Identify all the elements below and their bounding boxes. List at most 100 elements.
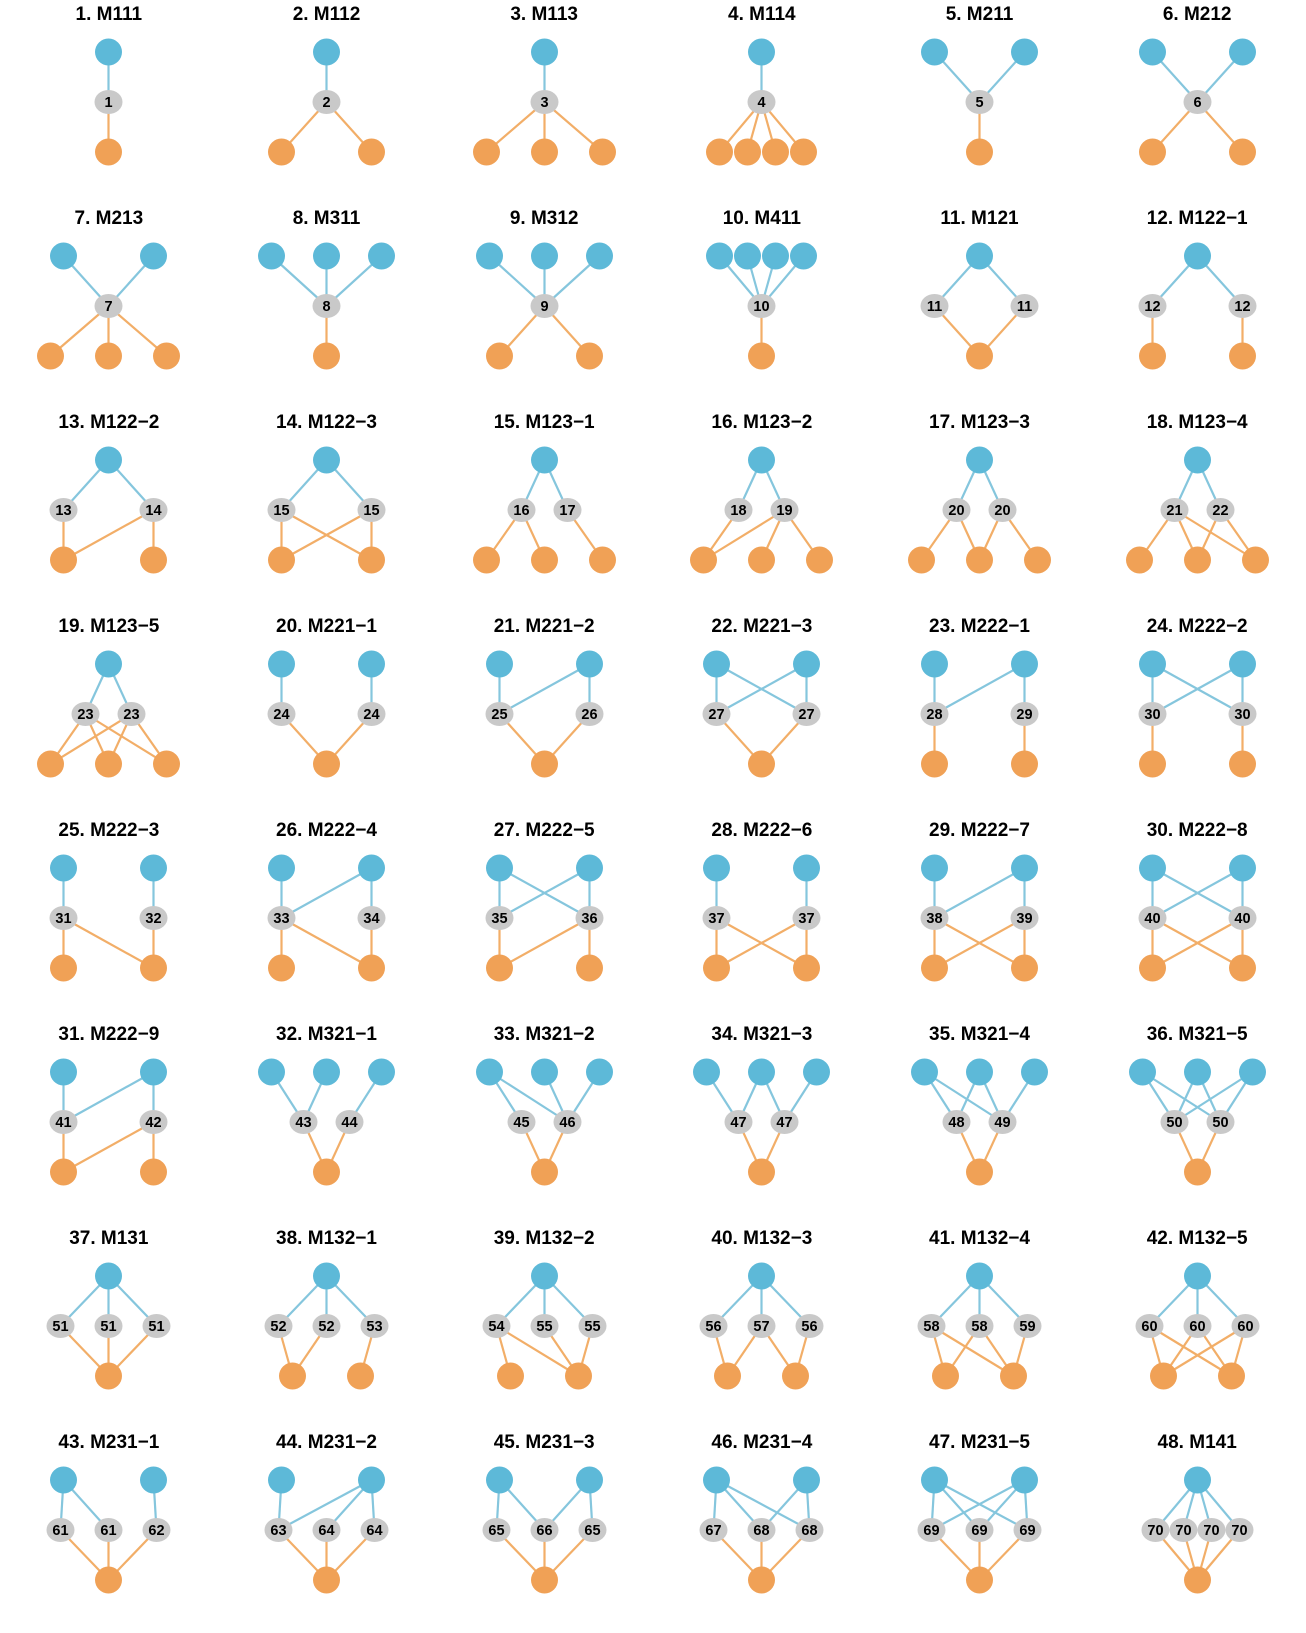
motif-panel: 27. M222−5 35 36 <box>435 816 653 1020</box>
motif-graph: 33 34 <box>267 854 386 982</box>
middle-node <box>1169 1518 1198 1542</box>
motif-panel: 26. M222−4 33 34 <box>218 816 436 1020</box>
middle-node-label: 36 <box>581 911 597 927</box>
middle-node-label: 64 <box>318 1523 334 1539</box>
top-node <box>803 1058 831 1086</box>
blue-edge <box>498 867 590 919</box>
bottom-node <box>530 750 558 778</box>
middle-node <box>1160 1110 1189 1134</box>
bottom-node <box>588 546 616 574</box>
bottom-node <box>793 954 821 982</box>
top-node <box>530 446 558 474</box>
bottom-node <box>1010 750 1038 778</box>
middle-node <box>1225 1518 1254 1542</box>
motif-title: 47. M231−5 <box>929 1432 1030 1453</box>
motif-title: 46. M231−4 <box>711 1432 813 1453</box>
motif-title: 20. M221−1 <box>276 616 377 637</box>
middle-node <box>770 1110 799 1134</box>
middle-node-label: 70 <box>1175 1523 1191 1539</box>
bottom-node <box>530 138 558 166</box>
middle-node <box>312 294 341 318</box>
middle-node-label: 17 <box>559 503 575 519</box>
middle-node <box>747 90 776 114</box>
motif-title: 3. M113 <box>510 4 578 25</box>
middle-node-label: 63 <box>270 1523 286 1539</box>
motif-panel: 22. M221−3 27 27 <box>653 612 871 816</box>
top-node <box>748 1058 776 1086</box>
motif-panel: 15. M123−1 16 17 <box>435 408 653 612</box>
motif-title: 7. M213 <box>74 208 144 229</box>
top-node <box>1010 1466 1038 1494</box>
top-node <box>920 1466 948 1494</box>
middle-node-label: 33 <box>273 911 289 927</box>
top-node <box>1228 38 1256 66</box>
bottom-node <box>965 138 993 166</box>
motif-graph: 69 69 69 <box>917 1466 1042 1594</box>
motif-graph: 12 12 <box>1138 242 1257 370</box>
top-node <box>575 854 603 882</box>
motif-panel: 47. M231−5 69 69 69 <box>871 1428 1089 1632</box>
motif-graph: 8 <box>257 242 395 370</box>
motif-graph: 43 44 <box>257 1058 395 1186</box>
motif-panel: 4. M114 4 <box>653 0 871 204</box>
middle-node-label: 20 <box>994 503 1010 519</box>
bottom-node <box>357 546 385 574</box>
middle-node-label: 24 <box>273 707 289 723</box>
bottom-node <box>920 954 948 982</box>
top-node <box>965 1262 993 1290</box>
motif-panel: 9. M312 9 <box>435 204 653 408</box>
motif-panel: 33. M321−2 45 46 <box>435 1020 653 1224</box>
motif-panel: 17. M123−3 20 20 <box>871 408 1089 612</box>
motif-panel: 45. M231−3 65 66 65 <box>435 1428 653 1632</box>
top-node <box>1183 1466 1211 1494</box>
middle-node-label: 28 <box>926 707 942 723</box>
middle-node-label: 35 <box>491 911 507 927</box>
middle-node <box>530 1314 559 1338</box>
top-node <box>95 1262 123 1290</box>
bottom-node <box>999 1362 1027 1390</box>
motif-title: 25. M222−3 <box>58 820 160 841</box>
middle-node <box>578 1518 607 1542</box>
motif-title: 16. M123−2 <box>711 412 813 433</box>
motif-title: 19. M123−5 <box>58 616 160 637</box>
top-node <box>1183 1058 1211 1086</box>
middle-node <box>49 906 78 930</box>
motif-title: 39. M132−2 <box>493 1228 595 1249</box>
middle-node <box>1228 906 1257 930</box>
top-node <box>748 1262 776 1290</box>
bottom-node <box>267 954 295 982</box>
middle-node-label: 55 <box>536 1319 552 1335</box>
middle-node-label: 50 <box>1166 1115 1182 1131</box>
middle-node-label: 15 <box>363 503 379 519</box>
motif-graph: 27 27 <box>702 650 821 778</box>
middle-node <box>553 498 582 522</box>
bottom-node <box>575 342 603 370</box>
top-node <box>140 854 168 882</box>
motif-title: 6. M212 <box>1162 4 1232 25</box>
middle-node <box>49 1110 78 1134</box>
bottom-node <box>267 138 295 166</box>
motif-title: 1. M111 <box>75 4 143 25</box>
motif-graph: 45 46 <box>475 1058 613 1186</box>
motif-panel: 39. M132−2 54 55 55 <box>435 1224 653 1428</box>
middle-node <box>795 1314 824 1338</box>
motif-panel: 28. M222−6 37 37 <box>653 816 871 1020</box>
middle-node <box>335 1110 364 1134</box>
orange-edge <box>498 917 590 969</box>
bottom-node <box>530 1158 558 1186</box>
middle-node <box>267 702 296 726</box>
motif-panel: 48. M141 70 70 70 70 <box>1088 1428 1306 1632</box>
motif-graph: 2 <box>267 38 385 166</box>
motif-title: 4. M114 <box>728 4 796 25</box>
middle-node <box>357 906 386 930</box>
middle-node-label: 56 <box>802 1319 818 1335</box>
middle-node <box>1183 90 1212 114</box>
top-node <box>920 38 948 66</box>
top-node <box>50 1466 78 1494</box>
bottom-node <box>762 138 790 166</box>
bottom-node <box>312 1566 340 1594</box>
bottom-node <box>965 546 993 574</box>
middle-node-label: 4 <box>758 95 766 111</box>
middle-node-label: 40 <box>1144 911 1160 927</box>
motif-panel: 34. M321−3 47 47 <box>653 1020 871 1224</box>
